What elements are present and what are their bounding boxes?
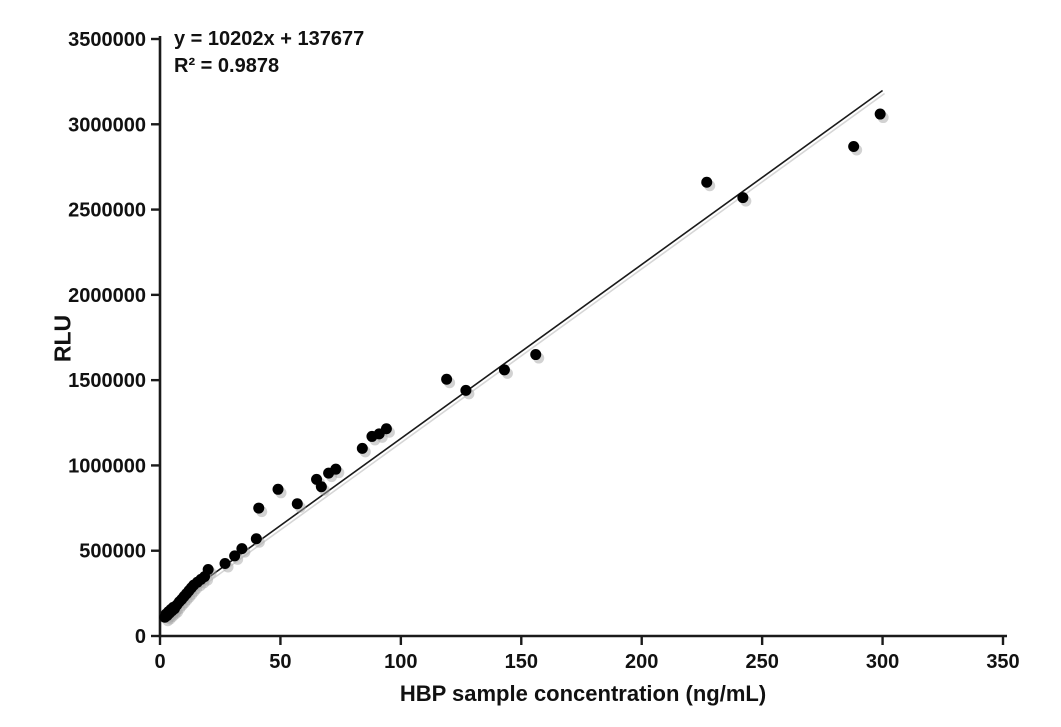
data-point [498, 364, 510, 376]
y-tick-label: 3500000 [68, 29, 146, 51]
data-point [229, 550, 241, 562]
x-tick-label: 100 [384, 651, 417, 673]
r-squared-text: R² = 0.9878 [174, 55, 280, 77]
y-tick-label: 2000000 [68, 285, 146, 307]
x-tick-label: 200 [625, 651, 658, 673]
y-tick-label: 1000000 [68, 455, 146, 477]
y-tick-label: 1500000 [68, 370, 146, 392]
data-point [202, 563, 214, 575]
x-tick-label: 300 [866, 651, 899, 673]
trendline-annotation: y = 10202x + 137677 R² = 0.9878 [174, 26, 364, 80]
data-point [460, 384, 472, 396]
data-point [250, 533, 262, 545]
data-point [253, 502, 265, 514]
x-tick-label: 50 [269, 651, 291, 673]
x-tick-label: 0 [154, 651, 165, 673]
trend-line-shadow [166, 92, 886, 613]
data-point [380, 423, 392, 435]
data-point [272, 483, 284, 495]
data-point [441, 373, 453, 385]
data-point [701, 176, 713, 188]
data-point [848, 140, 860, 152]
data-point [356, 442, 368, 454]
y-tick-label: 3000000 [68, 114, 146, 136]
data-point [315, 481, 327, 493]
data-point [219, 558, 231, 570]
x-tick-label: 150 [505, 651, 538, 673]
trend-line [164, 89, 884, 610]
data-point [530, 349, 542, 361]
x-tick-label: 250 [745, 651, 778, 673]
data-point [874, 108, 886, 120]
data-point [291, 498, 303, 510]
y-tick-label: 0 [135, 626, 146, 648]
data-point [737, 192, 749, 204]
data-point [236, 543, 248, 555]
y-tick-label: 2500000 [68, 200, 146, 222]
x-axis-title: HBP sample concentration (ng/mL) [399, 681, 767, 706]
x-tick-label: 350 [986, 651, 1019, 673]
y-axis-title: RLU [49, 314, 76, 363]
data-point [330, 463, 342, 475]
equation-text: y = 10202x + 137677 [174, 28, 365, 50]
y-tick-label: 500000 [79, 541, 146, 563]
